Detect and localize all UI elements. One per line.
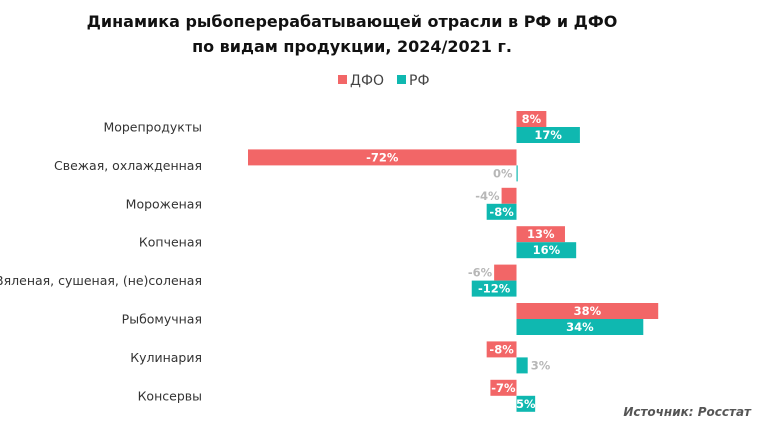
bar-rf	[516, 165, 518, 182]
data-label-dfo: 38%	[574, 304, 602, 318]
bar-dfo	[486, 341, 517, 358]
data-label-rf: -12%	[478, 282, 511, 296]
category-label: Морепродукты	[103, 120, 202, 135]
data-label-dfo: -6%	[468, 266, 493, 280]
data-label-rf: 34%	[566, 320, 594, 334]
bar-rf	[486, 203, 517, 220]
bar-rf	[516, 319, 644, 335]
category-label: Свежая, охлажденная	[54, 158, 202, 173]
legend-label-rf: РФ	[409, 73, 430, 89]
data-label-rf: 5%	[516, 397, 536, 411]
legend-swatch-rf	[397, 75, 406, 84]
data-label-rf: 16%	[533, 243, 561, 257]
source-note: Источник: Росстат	[623, 405, 752, 419]
data-label-dfo: -8%	[489, 342, 514, 356]
data-label-rf: 0%	[493, 166, 513, 180]
category-label: Кулинария	[130, 350, 202, 365]
data-label-dfo: -72%	[366, 150, 399, 164]
bar-dfo	[248, 149, 517, 166]
category-label: Рыбомучная	[122, 312, 202, 327]
bar-dfo	[494, 264, 517, 281]
data-label-rf: -8%	[489, 205, 514, 219]
data-label-dfo: 8%	[522, 112, 542, 126]
data-label-dfo: -7%	[491, 381, 516, 395]
bar-rf	[516, 127, 580, 143]
legend: ДФО РФ	[338, 73, 430, 89]
data-label-dfo: 13%	[527, 227, 555, 241]
bar-dfo	[516, 226, 565, 243]
chart-title-line-1: Динамика рыбоперерабатывающей отрасли в …	[87, 12, 618, 31]
bar-rf	[516, 395, 536, 412]
legend-label-dfo: ДФО	[350, 73, 384, 89]
category-label: Копченая	[139, 235, 202, 250]
chart-title-line-2: по видам продукции, 2024/2021 г.	[192, 37, 512, 56]
legend-swatch-dfo	[338, 75, 347, 84]
category-label: Консервы	[138, 388, 202, 403]
data-label-rf: 3%	[531, 358, 551, 372]
bar-rf	[471, 280, 517, 297]
data-label-rf: 17%	[534, 128, 562, 142]
bar-rf	[516, 357, 528, 374]
bar-dfo	[490, 379, 517, 396]
category-label: Вяленая, сушеная, (не)соленая	[0, 273, 202, 288]
bar-rf	[516, 242, 577, 259]
data-label-dfo: -4%	[475, 189, 500, 203]
bar-dfo	[516, 111, 547, 127]
category-label: Мороженая	[126, 196, 202, 211]
plot-area: Морепродукты 8% 17% Свежая, охлажденная -72%…	[0, 111, 659, 412]
bar-dfo	[516, 303, 659, 319]
bar-dfo	[501, 187, 517, 204]
